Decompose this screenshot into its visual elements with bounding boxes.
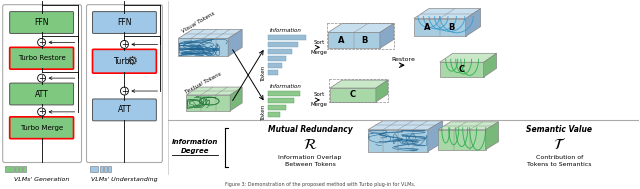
Text: A: A xyxy=(424,23,430,32)
Bar xyxy=(104,167,108,172)
Text: Degree: Degree xyxy=(181,148,209,154)
FancyBboxPatch shape xyxy=(93,99,156,121)
Polygon shape xyxy=(414,19,466,36)
Text: FFN: FFN xyxy=(117,18,132,27)
Text: ATT: ATT xyxy=(118,105,131,114)
Text: Semantic Value: Semantic Value xyxy=(527,125,593,134)
Text: Contribution of: Contribution of xyxy=(536,155,583,160)
Bar xyxy=(268,63,282,68)
Polygon shape xyxy=(376,80,388,102)
Bar xyxy=(22,167,26,172)
Text: C: C xyxy=(350,91,356,99)
Text: +: + xyxy=(38,38,45,47)
Polygon shape xyxy=(484,53,497,77)
Text: Sort: Sort xyxy=(314,40,324,45)
Text: Tokens to Semantics: Tokens to Semantics xyxy=(527,162,592,167)
Polygon shape xyxy=(186,95,230,111)
Text: ATT: ATT xyxy=(35,90,49,98)
Text: FFN: FFN xyxy=(35,18,49,27)
Polygon shape xyxy=(368,121,443,130)
Text: Information: Information xyxy=(270,28,302,33)
Text: $\mathcal{R}$: $\mathcal{R}$ xyxy=(303,137,317,152)
Bar xyxy=(19,167,22,172)
Text: Visual Tokens: Visual Tokens xyxy=(181,11,216,34)
FancyBboxPatch shape xyxy=(86,5,163,163)
Text: VLMs' Understanding: VLMs' Understanding xyxy=(91,177,157,182)
Bar xyxy=(15,167,18,172)
Text: Sort: Sort xyxy=(314,92,324,98)
Text: Figure 3: Demonstration of the proposed method with Turbo plug-in for VLMs.: Figure 3: Demonstration of the proposed … xyxy=(225,182,415,187)
Polygon shape xyxy=(438,122,499,130)
Text: Restore: Restore xyxy=(391,57,415,62)
Bar xyxy=(268,91,300,96)
FancyBboxPatch shape xyxy=(93,49,156,73)
Text: A: A xyxy=(338,36,344,45)
Bar xyxy=(108,167,111,172)
Polygon shape xyxy=(440,53,497,62)
Bar xyxy=(268,56,286,61)
Bar xyxy=(268,112,280,117)
Polygon shape xyxy=(428,121,443,152)
Polygon shape xyxy=(466,9,481,36)
Text: Turbo: Turbo xyxy=(114,57,135,66)
Bar xyxy=(327,22,394,49)
Text: ⚙: ⚙ xyxy=(127,55,138,68)
FancyBboxPatch shape xyxy=(93,12,156,33)
FancyBboxPatch shape xyxy=(10,12,74,33)
Bar xyxy=(268,35,306,40)
Polygon shape xyxy=(328,23,394,33)
Polygon shape xyxy=(440,62,484,77)
Bar xyxy=(268,42,298,47)
Text: Information: Information xyxy=(172,139,218,145)
Text: Information: Information xyxy=(270,84,302,89)
Bar xyxy=(268,70,278,75)
Text: VLMs' Generation: VLMs' Generation xyxy=(14,177,69,182)
Bar xyxy=(4,167,13,172)
Polygon shape xyxy=(230,87,242,111)
Bar xyxy=(268,49,292,54)
Text: Merge: Merge xyxy=(310,102,328,107)
Polygon shape xyxy=(179,29,242,38)
Text: Between Tokens: Between Tokens xyxy=(285,162,335,167)
Text: B: B xyxy=(362,36,368,45)
Text: +: + xyxy=(121,87,128,95)
Text: B: B xyxy=(449,23,455,32)
Text: Token: Token xyxy=(261,65,266,81)
Polygon shape xyxy=(330,88,376,102)
Text: Turbo Merge: Turbo Merge xyxy=(20,125,63,131)
Polygon shape xyxy=(486,122,499,149)
Text: Token: Token xyxy=(261,104,266,120)
Text: Mutual Redundancy: Mutual Redundancy xyxy=(268,125,353,134)
Polygon shape xyxy=(380,23,394,48)
Bar xyxy=(268,98,294,103)
FancyBboxPatch shape xyxy=(10,117,74,139)
Text: Merge: Merge xyxy=(310,50,328,55)
Polygon shape xyxy=(328,33,380,48)
Bar xyxy=(100,167,104,172)
Text: +: + xyxy=(38,74,45,83)
Text: Turbo Restore: Turbo Restore xyxy=(18,55,65,61)
FancyBboxPatch shape xyxy=(3,5,81,163)
Text: Information Overlap: Information Overlap xyxy=(278,155,342,160)
Text: $\mathcal{T}$: $\mathcal{T}$ xyxy=(553,137,566,152)
Text: +: + xyxy=(38,107,45,116)
FancyBboxPatch shape xyxy=(10,83,74,105)
Bar xyxy=(90,167,99,172)
Polygon shape xyxy=(186,87,242,95)
Polygon shape xyxy=(228,29,242,56)
Polygon shape xyxy=(179,38,228,56)
Text: Textual Tokens: Textual Tokens xyxy=(184,71,223,95)
Text: +: + xyxy=(121,40,128,49)
Text: C: C xyxy=(459,65,465,74)
Bar xyxy=(268,105,286,110)
Polygon shape xyxy=(438,130,486,149)
Polygon shape xyxy=(368,130,428,152)
Bar xyxy=(329,79,388,102)
Polygon shape xyxy=(330,80,388,88)
Polygon shape xyxy=(414,9,481,19)
FancyBboxPatch shape xyxy=(10,47,74,69)
